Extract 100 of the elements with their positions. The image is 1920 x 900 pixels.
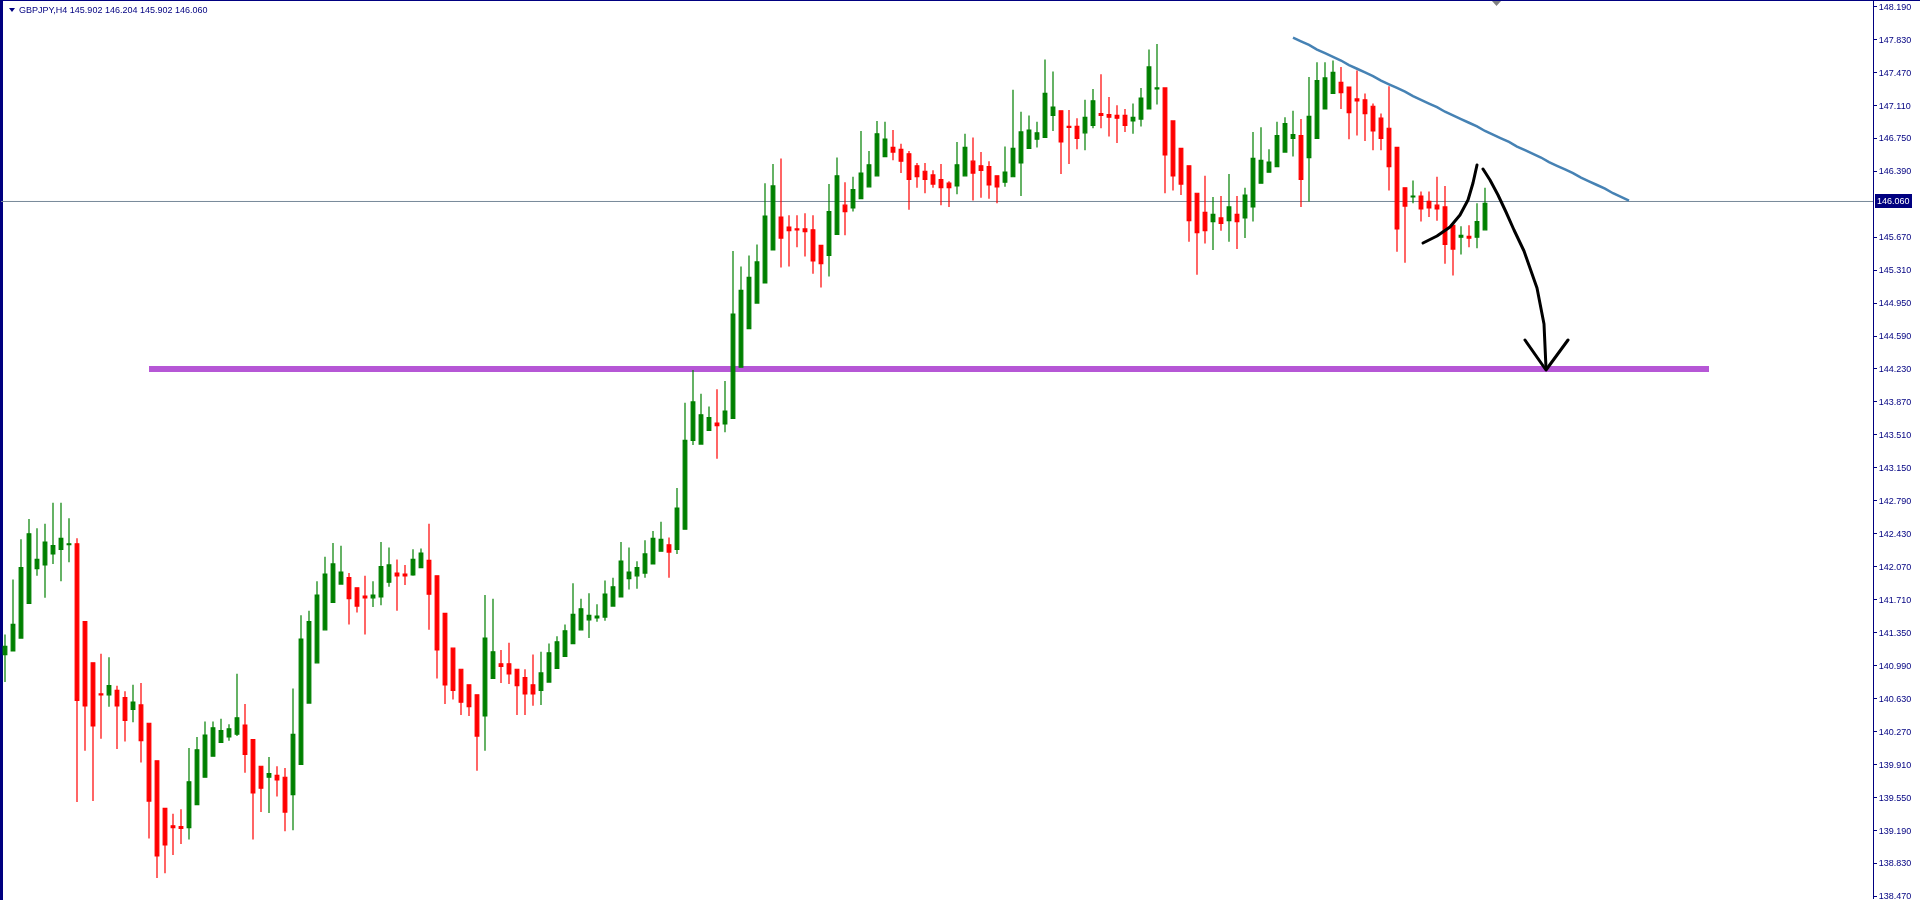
candlestick (122, 690, 128, 743)
candlestick (170, 813, 176, 856)
candlestick (1242, 187, 1248, 239)
candlestick (786, 214, 792, 268)
candlestick (1058, 110, 1064, 175)
candlestick (802, 212, 808, 257)
candlestick (258, 765, 264, 813)
candlestick (162, 807, 168, 874)
y-tick-label: 142.790 (1878, 495, 1912, 506)
candlestick (1066, 109, 1072, 165)
candlestick (1266, 148, 1272, 173)
y-tick-label: 147.110 (1878, 100, 1911, 111)
candlestick (186, 747, 192, 841)
line-series (1291, 36, 1631, 202)
candlestick (226, 723, 232, 742)
candlestick (178, 808, 184, 845)
candlestick (466, 684, 472, 717)
candlestick (666, 536, 672, 579)
candlestick (1314, 61, 1320, 139)
candlestick (82, 621, 88, 752)
candlestick (1354, 69, 1360, 137)
candlestick (1378, 112, 1384, 151)
candlestick (1098, 73, 1104, 129)
y-tick-label: 139.910 (1878, 759, 1912, 770)
candlestick (1122, 108, 1128, 133)
candlestick (90, 662, 96, 802)
candlestick (1210, 196, 1216, 251)
candlestick (1194, 192, 1200, 276)
candlestick (922, 162, 928, 194)
y-tick-label: 140.630 (1878, 693, 1912, 704)
candlestick (954, 141, 960, 195)
y-tick-label: 139.190 (1878, 825, 1912, 836)
candlestick (426, 523, 432, 631)
candlestick (594, 603, 600, 623)
candlestick (114, 685, 120, 750)
candlestick (1442, 185, 1448, 265)
candlestick (1146, 48, 1152, 110)
candlestick (626, 546, 632, 591)
candlestick (106, 656, 112, 708)
candlestick (810, 214, 816, 275)
candlestick (642, 539, 648, 579)
candlestick (514, 668, 520, 716)
candlestick (474, 694, 480, 772)
candlestick (602, 579, 608, 622)
candlestick (1170, 120, 1176, 192)
candlestick (1418, 190, 1424, 223)
candlestick (66, 517, 72, 563)
y-tick-label: 143.150 (1878, 463, 1912, 473)
candlestick (362, 575, 368, 636)
candlestick (690, 369, 696, 446)
y-tick-label: 144.230 (1878, 364, 1912, 375)
candlestick (42, 523, 48, 599)
candlestick (946, 180, 952, 208)
candlestick (1250, 131, 1256, 223)
candlestick (1370, 102, 1376, 151)
candlestick (1274, 121, 1280, 168)
candlestick (818, 244, 824, 289)
candlestick (434, 575, 440, 679)
candlestick (1154, 43, 1160, 106)
candlestick (650, 530, 656, 565)
candlestick (378, 541, 384, 606)
candlestick (1386, 85, 1392, 192)
y-tick-label: 143.510 (1878, 430, 1912, 441)
candlestick (74, 537, 80, 803)
y-tick-label: 140.990 (1878, 660, 1912, 671)
candlestick (1426, 190, 1432, 218)
candlestick (1306, 76, 1312, 203)
candlestick (2, 633, 8, 683)
candlestick (874, 120, 880, 177)
candlestick (1186, 165, 1192, 243)
candlestick (698, 393, 704, 445)
y-tick-label: 142.430 (1878, 528, 1912, 539)
candlestick (130, 684, 136, 723)
candlestick (322, 556, 328, 631)
candlestick (586, 592, 592, 639)
y-tick-label: 147.830 (1878, 34, 1912, 45)
candlestick (346, 572, 352, 625)
y-tick-label: 143.870 (1878, 397, 1912, 408)
candlestick (618, 541, 624, 598)
candlestick (1482, 187, 1488, 231)
candlestick (1330, 59, 1336, 95)
candlestick (722, 380, 728, 433)
candlestick (1050, 70, 1056, 132)
candlestick (98, 653, 104, 740)
candlestick (490, 598, 496, 679)
candlestick (1258, 126, 1264, 184)
candlestick (778, 157, 784, 268)
candlestick (1298, 118, 1304, 208)
candlestick (242, 703, 248, 774)
candlestick (18, 538, 24, 639)
candlestick (858, 130, 864, 200)
text: GBPJPY,H4 145.902 146.204 145.902 146.060 (19, 5, 208, 16)
candlestick (1394, 146, 1400, 253)
y-tick-label: 144.950 (1878, 298, 1912, 309)
candlestick (1106, 96, 1112, 138)
y-tick-label: 139.550 (1878, 792, 1912, 803)
candlestick (562, 623, 568, 658)
candlestick (842, 181, 848, 236)
y-tick-label: 145.310 (1878, 265, 1912, 276)
candlestick (658, 521, 664, 552)
